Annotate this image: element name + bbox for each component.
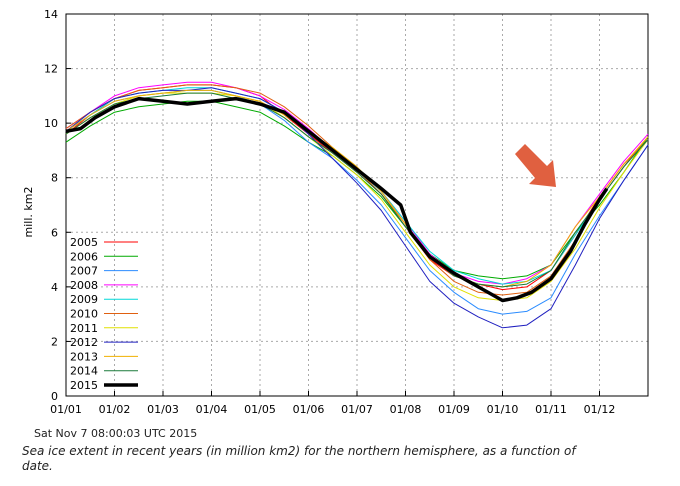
legend-label-2010: 2010 [70,308,98,321]
y-tick-label: 14 [44,8,58,21]
y-tick-label: 6 [51,226,58,239]
x-tick-label: 01/10 [487,403,519,416]
x-axis-ticks: 01/01 01/02 01/03 01/04 01/05 01/06 01/07 01/08… [50,391,615,416]
legend-label-2006: 2006 [70,250,98,263]
y-axis-ticks: 0 2 4 6 8 10 12 14 [44,8,71,403]
series-lines [65,81,649,329]
x-tick-label: 01/02 [99,403,131,416]
arrow-annotation [515,144,556,187]
y-axis-label: mill. km2 [22,187,35,238]
grid-lines [66,14,648,396]
x-tick-label: 01/07 [341,403,373,416]
series-line-2012 [65,87,649,329]
x-tick-label: 01/06 [293,403,325,416]
legend-label-2011: 2011 [70,322,98,335]
x-tick-label: 01/03 [147,403,179,416]
series-line-2014 [65,92,649,288]
legend-label-2015: 2015 [70,379,98,392]
red-arrow-icon [515,144,556,187]
legend-label-2009: 2009 [70,293,98,306]
y-tick-label: 2 [51,335,58,348]
y-tick-label: 10 [44,117,58,130]
x-tick-label: 01/01 [50,403,82,416]
legend-label-2014: 2014 [70,365,98,378]
x-tick-label: 01/08 [390,403,422,416]
x-tick-label: 01/04 [196,403,228,416]
legend-label-2013: 2013 [70,350,98,363]
x-tick-label: 01/05 [244,403,276,416]
y-tick-label: 8 [51,172,58,185]
legend-label-2005: 2005 [70,236,98,249]
x-tick-label: 01/11 [535,403,567,416]
timestamp-label: Sat Nov 7 08:00:03 UTC 2015 [34,427,197,440]
legend-label-2012: 2012 [70,336,98,349]
y-tick-label: 0 [51,390,58,403]
figure-caption: Sea ice extent in recent years (in milli… [22,444,576,473]
legend-label-2007: 2007 [70,265,98,278]
series-line-2013 [65,89,649,288]
x-tick-label: 01/09 [438,403,470,416]
x-tick-label: 01/12 [584,403,616,416]
y-tick-label: 12 [44,63,58,76]
legend-label-2008: 2008 [70,279,98,292]
y-tick-label: 4 [51,281,58,294]
series-line-2015 [65,96,609,303]
